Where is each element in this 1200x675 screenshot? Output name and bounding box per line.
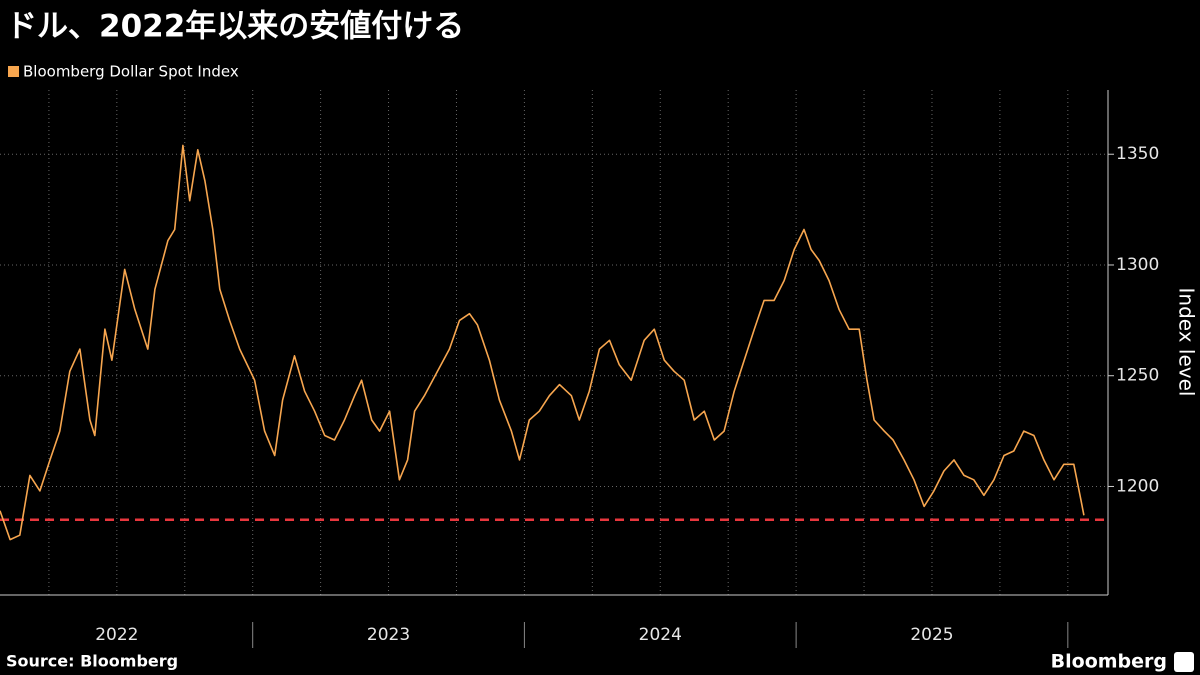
x-tick-label: 2022 (95, 625, 138, 645)
legend-label: Bloomberg Dollar Spot Index (23, 63, 239, 81)
x-tick-label: 2024 (639, 625, 682, 645)
logo-icon (1174, 652, 1194, 672)
source: Source: Bloomberg (6, 652, 178, 671)
logo: Bloomberg (1051, 651, 1167, 673)
series-line (0, 144, 1085, 541)
y-tick-label: 1250 (1116, 366, 1159, 386)
x-tick-label: 2025 (910, 625, 953, 645)
y-tick-label: 1300 (1116, 255, 1159, 275)
chart-title: ドル、2022年以来の安値付ける (6, 9, 464, 45)
x-tick-label: 2023 (367, 625, 410, 645)
y-tick-label: 1200 (1116, 476, 1159, 496)
y-tick-label: 1350 (1116, 144, 1159, 164)
y-axis-label: Index level (1175, 288, 1199, 397)
legend-swatch (8, 66, 19, 77)
